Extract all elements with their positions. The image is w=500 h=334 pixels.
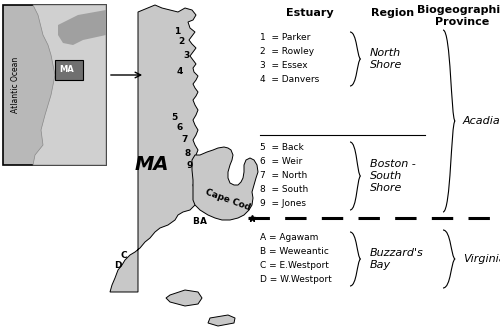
Text: North
Shore: North Shore	[370, 48, 402, 70]
Bar	[55, 60, 83, 80]
Text: 6  = Weir: 6 = Weir	[260, 158, 302, 167]
Text: A = Agawam: A = Agawam	[260, 233, 318, 242]
Text: B = Weweantic: B = Weweantic	[260, 247, 329, 257]
Text: Boston -
South
Shore: Boston - South Shore	[370, 159, 416, 193]
Text: MA: MA	[60, 65, 74, 74]
Text: D = W.Westport: D = W.Westport	[260, 276, 332, 285]
Text: C = E.Westport: C = E.Westport	[260, 262, 329, 271]
Polygon shape	[208, 315, 235, 326]
Text: C: C	[120, 250, 128, 260]
Text: Biogeographic
Province: Biogeographic Province	[417, 5, 500, 27]
Text: 6: 6	[177, 124, 183, 133]
Polygon shape	[33, 5, 106, 165]
Text: 5  = Back: 5 = Back	[260, 144, 304, 153]
Text: Buzzard's
Bay: Buzzard's Bay	[370, 248, 424, 270]
Polygon shape	[110, 5, 198, 292]
Text: 8: 8	[185, 149, 191, 158]
Text: 5: 5	[171, 114, 177, 123]
Text: 2  = Rowley: 2 = Rowley	[260, 47, 314, 56]
Text: Cape Cod: Cape Cod	[204, 188, 252, 212]
Polygon shape	[166, 290, 202, 306]
Polygon shape	[192, 147, 258, 220]
Text: B: B	[192, 217, 200, 226]
Text: 1: 1	[174, 27, 180, 36]
Text: Estuary: Estuary	[286, 8, 334, 18]
Text: 1  = Parker: 1 = Parker	[260, 33, 310, 42]
Text: D: D	[114, 261, 122, 270]
Text: 3  = Essex: 3 = Essex	[260, 61, 308, 70]
Text: 9: 9	[187, 162, 193, 170]
Text: Atlantic Ocean: Atlantic Ocean	[10, 57, 20, 113]
Text: 7  = North: 7 = North	[260, 171, 307, 180]
Text: A: A	[200, 217, 206, 226]
Text: 8  = South: 8 = South	[260, 185, 308, 194]
Text: Region: Region	[372, 8, 414, 18]
Text: 4: 4	[177, 67, 183, 76]
Text: 2: 2	[178, 37, 184, 46]
Polygon shape	[58, 10, 106, 45]
Text: Acadian: Acadian	[463, 116, 500, 126]
Text: 4  = Danvers: 4 = Danvers	[260, 75, 320, 85]
Text: 7: 7	[182, 136, 188, 145]
Text: 3: 3	[183, 50, 189, 59]
Text: 9  = Jones: 9 = Jones	[260, 199, 306, 208]
Bar	[3, 5, 106, 165]
Text: Virginian: Virginian	[463, 254, 500, 264]
Text: MA: MA	[135, 156, 169, 174]
